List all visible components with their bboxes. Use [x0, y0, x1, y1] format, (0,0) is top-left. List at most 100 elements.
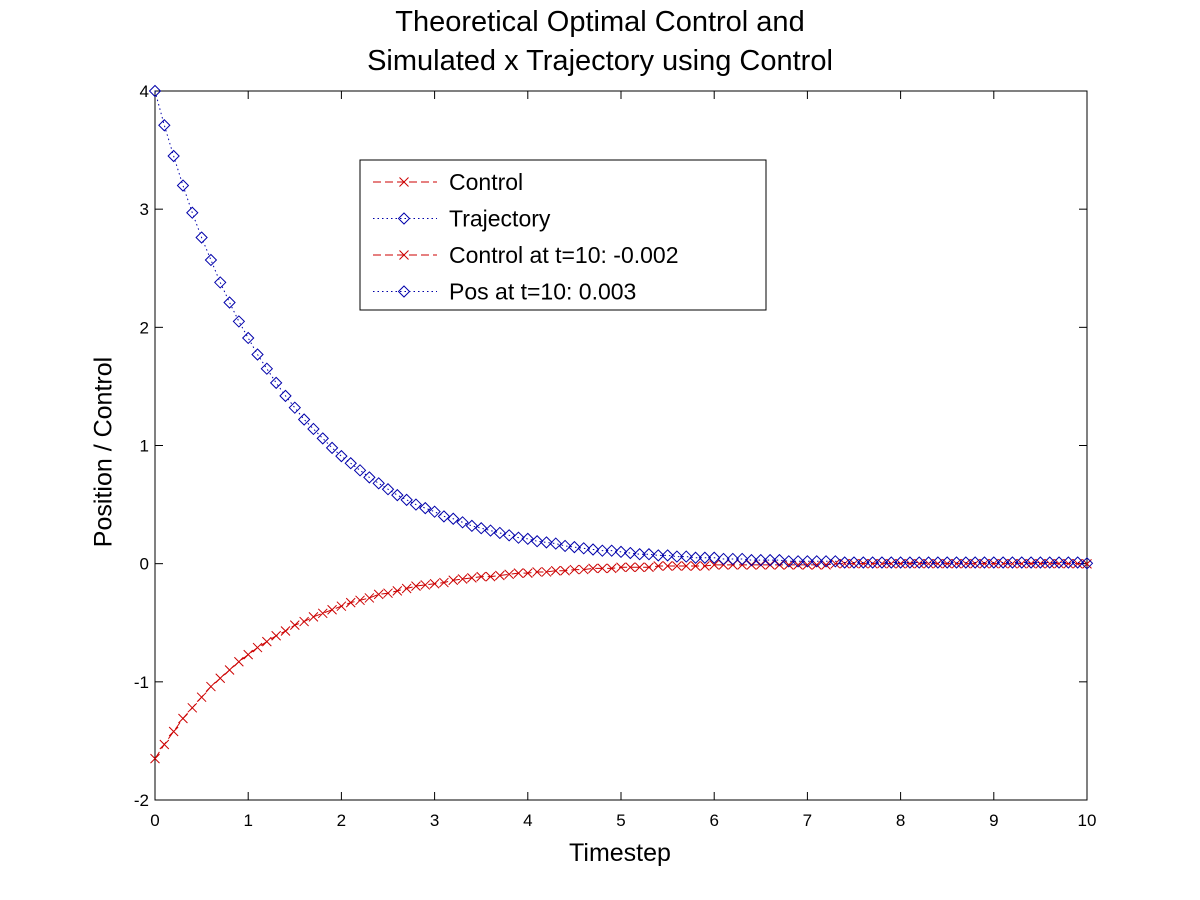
control-line	[154, 563, 1088, 759]
series-trajectory	[148, 84, 1094, 570]
trajectory-line	[154, 90, 1088, 564]
trajectory-point	[782, 555, 795, 568]
trajectory-point	[810, 555, 823, 568]
control-point	[513, 568, 524, 578]
trajectory-point	[214, 276, 227, 289]
trajectory-point	[829, 555, 842, 568]
trajectory-point	[307, 422, 320, 436]
x-tick-label: 8	[896, 811, 905, 830]
trajectory-point	[885, 556, 898, 569]
y-tick-label: -1	[134, 673, 149, 692]
x-tick-label: 6	[709, 811, 718, 830]
trajectory-point	[344, 457, 357, 470]
trajectory-point	[745, 553, 758, 567]
control-point	[187, 702, 198, 713]
x-tick-label: 4	[523, 811, 532, 830]
trajectory-point	[558, 539, 572, 553]
control-point	[336, 601, 347, 612]
legend-label: Control	[449, 169, 523, 195]
trajectory-point	[512, 531, 525, 544]
control-point	[373, 589, 384, 600]
x-tick-label: 2	[337, 811, 346, 830]
control-point	[411, 581, 421, 591]
trajectory-point	[521, 532, 535, 546]
trajectory-point	[754, 553, 768, 567]
trajectory-point	[158, 119, 171, 132]
y-tick-label: 1	[140, 437, 149, 456]
y-tick-label: 0	[140, 555, 149, 574]
legend: Control Trajectory Control at t=10: -0.002…	[359, 159, 767, 311]
trajectory-point	[456, 516, 469, 529]
trajectory-point	[1052, 556, 1066, 569]
x-tick-label: 10	[1078, 811, 1097, 830]
trajectory-point	[1062, 556, 1075, 569]
trajectory-point	[176, 179, 190, 192]
control-point	[178, 713, 188, 724]
control-point	[755, 559, 766, 570]
trajectory-point	[1034, 556, 1047, 569]
trajectory-point	[493, 526, 507, 540]
trajectory-point	[680, 550, 693, 563]
control-point	[476, 571, 487, 582]
control-point	[308, 611, 319, 622]
trajectory-point	[791, 555, 805, 568]
trajectory-point	[689, 551, 702, 564]
control-point	[700, 561, 710, 571]
control-point	[625, 562, 636, 573]
legend-label: Pos at t=10: 0.003	[449, 279, 636, 305]
x-tick-label: 9	[989, 811, 998, 830]
control-point	[783, 559, 794, 570]
trajectory-point	[241, 331, 255, 345]
trajectory-point	[502, 529, 516, 542]
trajectory-point	[260, 362, 274, 375]
trajectory-point	[913, 556, 926, 569]
y-tick-label: 4	[140, 82, 149, 101]
axes: 0 1 2 3 4 5 6 7 8 9 10 -2 -1 0 1 2 3 4	[134, 82, 1097, 830]
trajectory-point	[288, 401, 302, 414]
x-tick-label: 0	[150, 811, 159, 830]
control-point	[280, 626, 291, 636]
trajectory-point	[195, 231, 208, 244]
trajectory-point	[1024, 556, 1038, 569]
trajectory-point	[586, 543, 600, 556]
control-point	[448, 575, 459, 586]
control-point	[681, 561, 692, 571]
control-point	[364, 593, 375, 603]
control-point	[634, 562, 645, 573]
trajectory-point	[269, 376, 283, 390]
control-point	[644, 562, 654, 573]
trajectory-point	[465, 519, 479, 533]
trajectory-point	[447, 512, 460, 525]
legend-marker	[397, 285, 411, 298]
control-point	[821, 559, 831, 570]
trajectory-point	[530, 535, 544, 548]
trajectory-point	[232, 315, 246, 328]
control-point	[168, 726, 179, 737]
trajectory-point	[577, 542, 590, 555]
legend-entry: Trajectory	[373, 206, 551, 232]
plot-area	[148, 84, 1094, 764]
trajectory-point	[717, 552, 730, 566]
x-axis-label: Timestep	[569, 839, 671, 867]
trajectory-point	[568, 540, 581, 554]
trajectory-point	[1006, 556, 1019, 569]
trajectory-point	[987, 556, 1001, 569]
trajectory-point	[1043, 556, 1056, 569]
trajectory-point	[922, 556, 935, 569]
control-point	[550, 565, 561, 576]
control-point	[327, 604, 337, 615]
trajectory-point	[363, 471, 376, 484]
control-point	[215, 673, 226, 684]
trajectory-point	[978, 556, 991, 569]
trajectory-point	[903, 556, 917, 569]
control-point	[383, 588, 393, 599]
y-tick-label: 2	[140, 318, 149, 337]
trajectory-point	[857, 556, 870, 569]
control-point	[289, 620, 300, 630]
control-point	[420, 580, 431, 590]
control-point	[196, 692, 207, 703]
trajectory-point	[931, 556, 945, 569]
control-point	[541, 567, 552, 577]
chart-title-line-2: Simulated x Trajectory using Control	[367, 45, 833, 77]
trajectory-point	[866, 556, 879, 569]
